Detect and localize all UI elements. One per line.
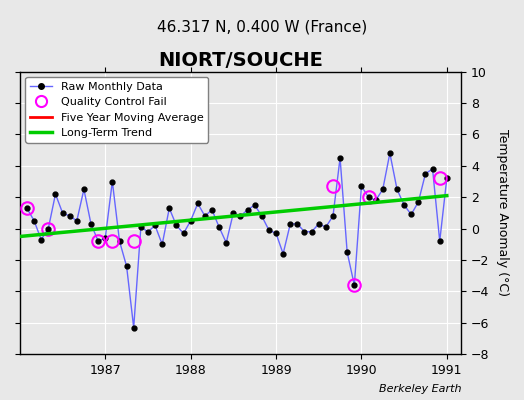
Text: Berkeley Earth: Berkeley Earth [379, 384, 461, 394]
Y-axis label: Temperature Anomaly (°C): Temperature Anomaly (°C) [496, 130, 509, 296]
Legend: Raw Monthly Data, Quality Control Fail, Five Year Moving Average, Long-Term Tren: Raw Monthly Data, Quality Control Fail, … [26, 77, 208, 143]
Title: NIORT/SOUCHE: NIORT/SOUCHE [158, 51, 323, 70]
Text: 46.317 N, 0.400 W (France): 46.317 N, 0.400 W (France) [157, 20, 367, 35]
